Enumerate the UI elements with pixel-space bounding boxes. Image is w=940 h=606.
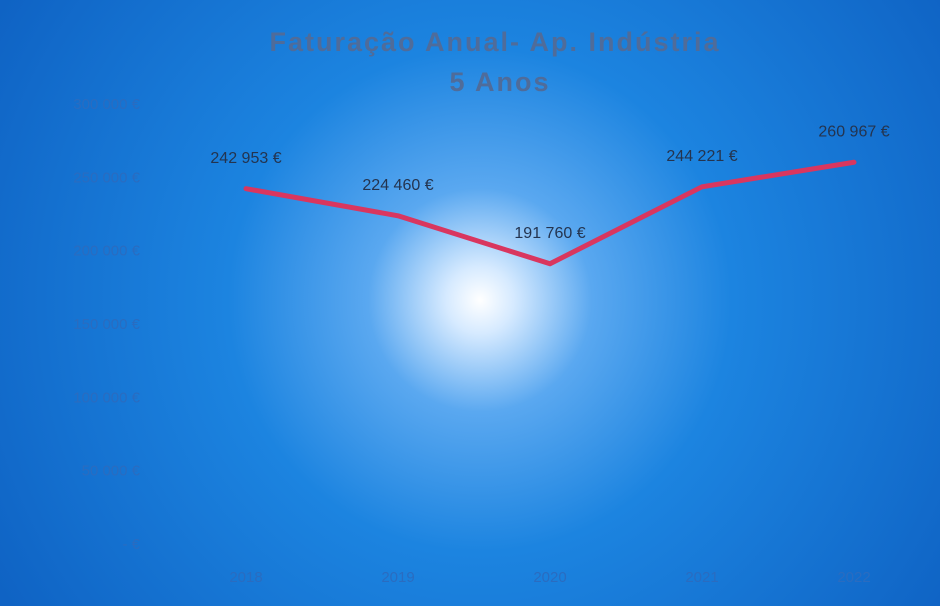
x-tick-label: 2020: [533, 569, 566, 586]
x-tick-label: 2021: [685, 569, 718, 586]
y-tick-label: 100 000 €: [73, 389, 140, 406]
x-tick-label: 2018: [229, 569, 262, 586]
y-tick-label: - €: [122, 536, 140, 553]
chart-title: Faturação Anual- Ap. Indústria: [269, 27, 720, 57]
data-label: 224 460 €: [362, 177, 433, 194]
chart-subtitle: 5 Anos: [449, 67, 550, 97]
y-tick-label: 250 000 €: [73, 169, 140, 186]
y-tick-label: 150 000 €: [73, 316, 140, 333]
x-tick-label: 2022: [837, 569, 870, 586]
line: [243, 159, 857, 267]
data-label: 191 760 €: [514, 225, 585, 242]
data-label: 260 967 €: [818, 123, 889, 140]
y-tick-label: 50 000 €: [82, 463, 141, 480]
y-tick-label: 200 000 €: [73, 243, 140, 260]
x-tick-label: 2019: [381, 569, 414, 586]
y-tick-label: 300 000 €: [73, 96, 140, 113]
data-label: 244 221 €: [666, 148, 737, 165]
data-label: 242 953 €: [210, 150, 281, 167]
